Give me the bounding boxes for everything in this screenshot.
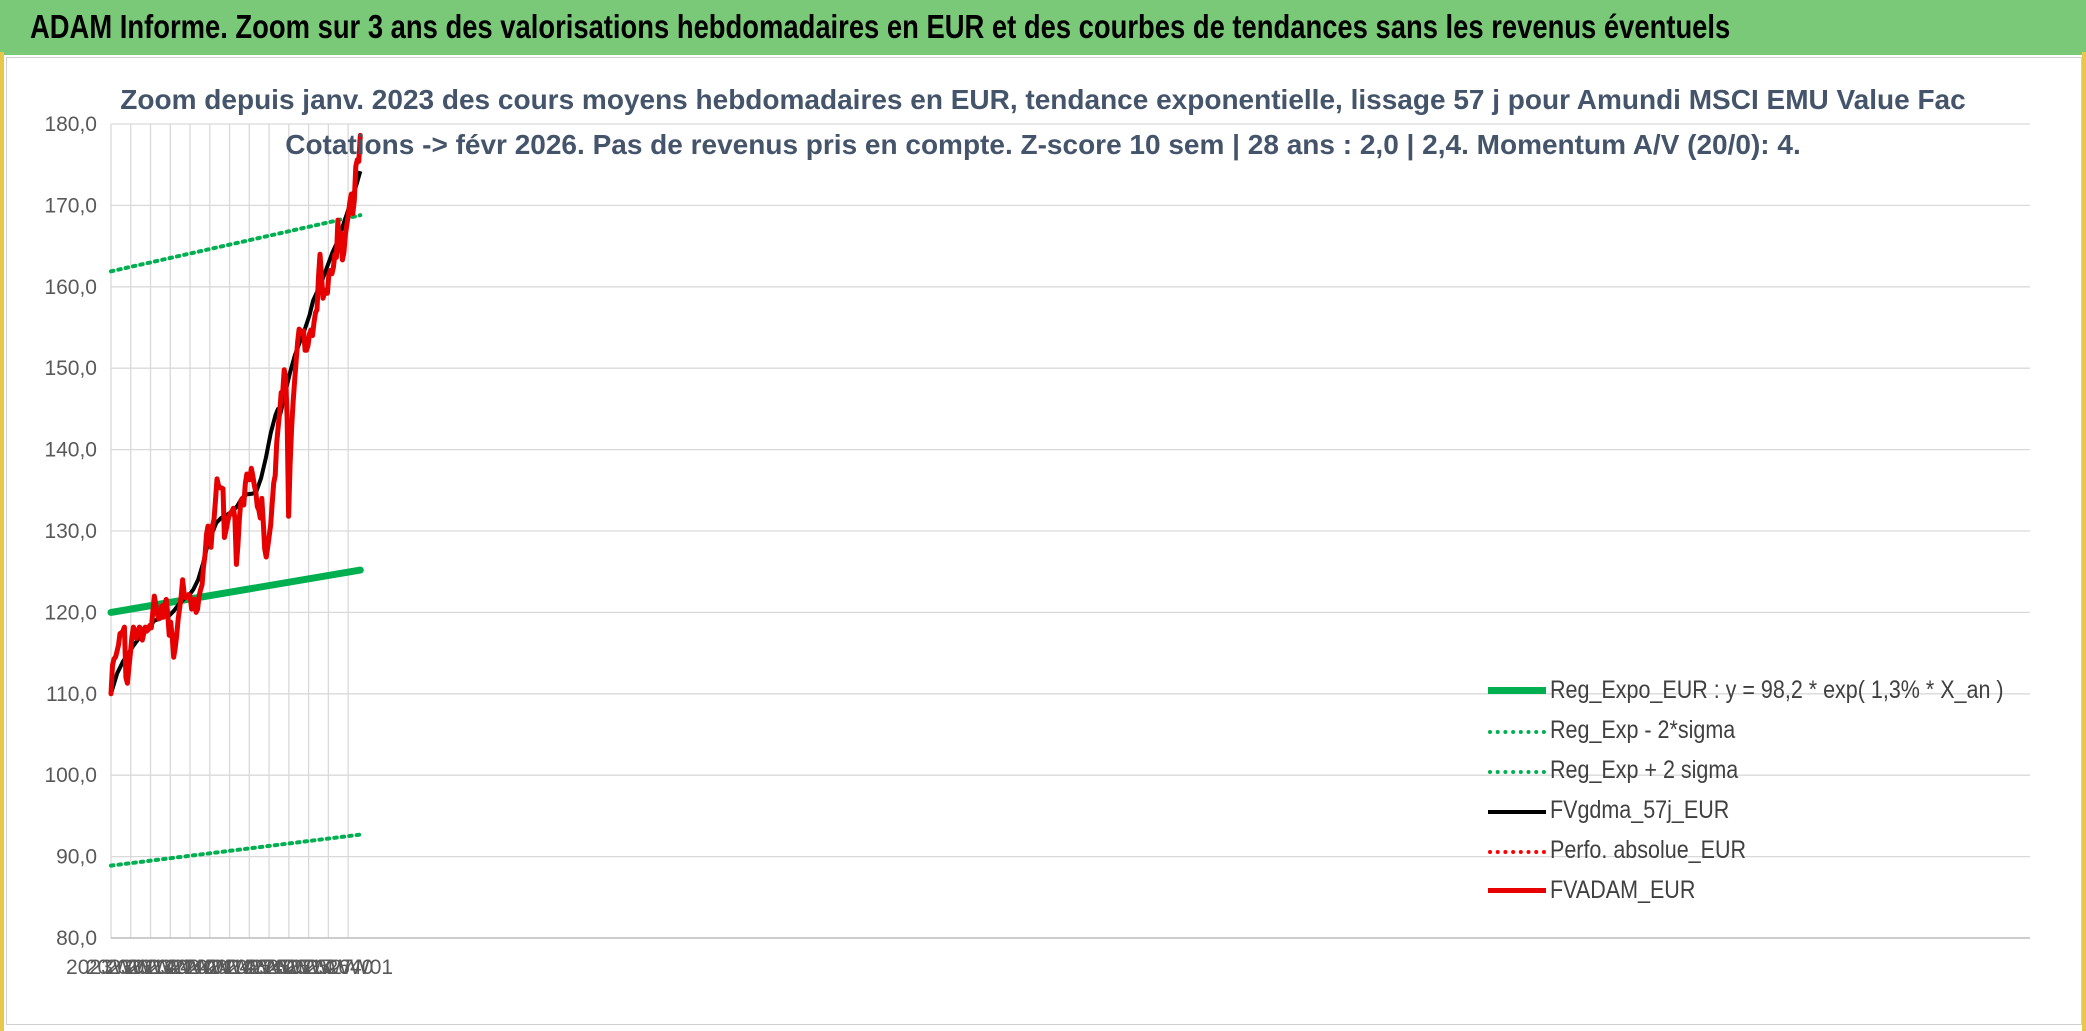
legend-label: Reg_Exp + 2 sigma: [1550, 756, 1739, 784]
y-tick-label: 120,0: [44, 601, 97, 624]
series-line-0: [107, 566, 364, 616]
series-line-5: [108, 132, 363, 697]
chart-subtitle: Cotations -> févr 2026. Pas de revenus p…: [285, 129, 1801, 160]
y-tick-label: 110,0: [46, 683, 97, 706]
chart-grid: [110, 123, 2030, 939]
x-tick-label: 2024W40: [204, 956, 294, 979]
y-tick-label: 150,0: [44, 357, 97, 380]
banner-title: ADAM Informe. Zoom sur 3 ans des valoris…: [30, 8, 1731, 45]
left-border: [0, 52, 4, 1031]
title-banner: ADAM Informe. Zoom sur 3 ans des valoris…: [0, 0, 2086, 55]
x-axis-ticks: 2023W012023W142023W272023W402024W012024W…: [66, 956, 393, 979]
y-axis-ticks: 80,0 90,0 100,0 110,0 120,0 130,0 140,0 150,0 16…: [44, 113, 97, 950]
x-tick-label: 2025W14: [244, 956, 334, 979]
y-tick-label: 140,0: [44, 439, 97, 462]
y-tick-label: 170,0: [44, 194, 97, 217]
x-tick-label: 2023W01: [66, 956, 156, 979]
x-tick-label: 2025W01: [224, 956, 314, 979]
x-tick-label: 2026W01: [303, 956, 393, 979]
x-tick-label: 2025W40: [283, 956, 373, 979]
y-tick-label: 90,0: [56, 846, 97, 869]
series-line-2: [109, 213, 363, 274]
y-tick-label: 80,0: [56, 927, 97, 950]
legend-label: Reg_Expo_EUR : y = 98,2 * exp( 1,3% * X_…: [1550, 676, 2004, 704]
legend-label: Perfo. absolue_EUR: [1550, 836, 1746, 864]
x-tick-label: 2023W14: [86, 956, 176, 979]
x-tick-label: 2024W01: [145, 956, 235, 979]
legend-swatch: [1488, 687, 1546, 694]
legend-label: FVgdma_57j_EUR: [1550, 796, 1730, 824]
legend-swatch: [1488, 810, 1546, 814]
series-line-1: [109, 832, 363, 868]
legend-swatch: [1488, 850, 1546, 854]
x-tick-label: 2023W40: [125, 956, 215, 979]
y-tick-label: 100,0: [44, 764, 97, 787]
series-line-3: [109, 170, 363, 695]
right-border: [2082, 52, 2086, 1031]
x-tick-label: 2024W27: [185, 956, 275, 979]
legend-swatch: [1488, 770, 1546, 774]
legend-swatch: [1488, 730, 1546, 734]
y-tick-label: 130,0: [44, 520, 97, 543]
y-tick-label: 160,0: [44, 276, 97, 299]
x-tick-label: 2023W27: [106, 956, 196, 979]
legend-label: Reg_Exp - 2*sigma: [1550, 716, 1736, 744]
y-tick-label: 180,0: [44, 113, 97, 136]
x-tick-label: 2024W14: [165, 956, 255, 979]
legend-label: FVADAM_EUR: [1550, 876, 1696, 904]
chart-series: [107, 132, 364, 868]
x-tick-label: 2025W27: [264, 956, 354, 979]
chart-title: Zoom depuis janv. 2023 des cours moyens …: [120, 84, 1966, 115]
legend-swatch: [1488, 888, 1546, 893]
